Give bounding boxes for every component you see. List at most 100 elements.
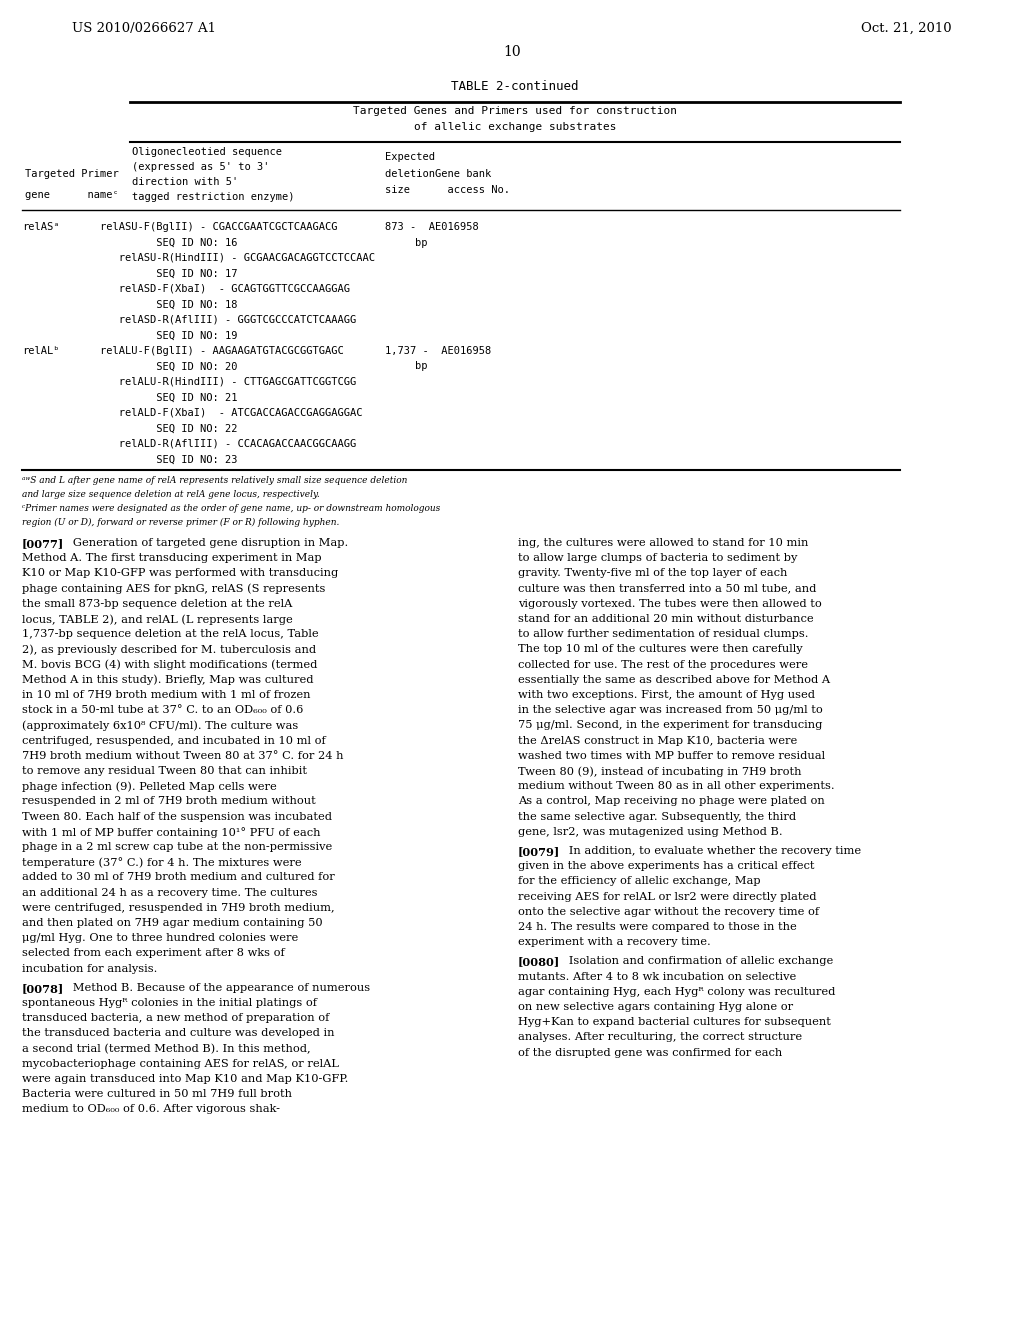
Text: phage containing AES for pknG, relAS (S represents: phage containing AES for pknG, relAS (S … [22,583,326,594]
Text: tagged restriction enzyme): tagged restriction enzyme) [132,191,295,202]
Text: gene, lsr2, was mutagenized using Method B.: gene, lsr2, was mutagenized using Method… [518,826,782,837]
Text: US 2010/0266627 A1: US 2010/0266627 A1 [72,22,216,36]
Text: Bacteria were cultured in 50 ml 7H9 full broth: Bacteria were cultured in 50 ml 7H9 full… [22,1089,292,1100]
Text: and large size sequence deletion at relA gene locus, respectively.: and large size sequence deletion at relA… [22,490,319,499]
Text: region (U or D), forward or reverse primer (F or R) following hyphen.: region (U or D), forward or reverse prim… [22,517,339,527]
Text: relASU-R(HindIII) - GCGAACGACAGGTCCTCCAAC: relASU-R(HindIII) - GCGAACGACAGGTCCTCCAA… [100,253,375,263]
Text: size      access No.: size access No. [385,185,510,195]
Text: on new selective agars containing Hyg alone or: on new selective agars containing Hyg al… [518,1002,794,1012]
Text: to allow further sedimentation of residual clumps.: to allow further sedimentation of residu… [518,630,809,639]
Text: culture was then transferred into a 50 ml tube, and: culture was then transferred into a 50 m… [518,583,816,594]
Text: gene      nameᶜ: gene nameᶜ [25,190,119,201]
Text: relALD-F(XbaI)  - ATCGACCAGACCGAGGAGGAC: relALD-F(XbaI) - ATCGACCAGACCGAGGAGGAC [100,408,362,418]
Text: to remove any residual Tween 80 that can inhibit: to remove any residual Tween 80 that can… [22,766,307,776]
Text: 24 h. The results were compared to those in the: 24 h. The results were compared to those… [518,921,797,932]
Text: experiment with a recovery time.: experiment with a recovery time. [518,937,711,948]
Text: Μ. bovis BCG (4) with slight modifications (termed: Μ. bovis BCG (4) with slight modificatio… [22,660,317,671]
Text: washed two times with MP buffer to remove residual: washed two times with MP buffer to remov… [518,751,825,760]
Text: in the selective agar was increased from 50 μg/ml to: in the selective agar was increased from… [518,705,822,715]
Text: SEQ ID NO: 23: SEQ ID NO: 23 [100,454,238,465]
Text: mycobacteriophage containing AES for relAS, or relAL: mycobacteriophage containing AES for rel… [22,1059,339,1069]
Text: relASᵃ: relASᵃ [22,222,59,232]
Text: added to 30 ml of 7H9 broth medium and cultured for: added to 30 ml of 7H9 broth medium and c… [22,873,335,882]
Text: stock in a 50-ml tube at 37° C. to an OD₆₀₀ of 0.6: stock in a 50-ml tube at 37° C. to an OD… [22,705,303,715]
Text: Tween 80. Each half of the suspension was incubated: Tween 80. Each half of the suspension wa… [22,812,332,821]
Text: transduced bacteria, a new method of preparation of: transduced bacteria, a new method of pre… [22,1014,330,1023]
Text: mutants. After 4 to 8 wk incubation on selective: mutants. After 4 to 8 wk incubation on s… [518,972,797,982]
Text: ing, the cultures were allowed to stand for 10 min: ing, the cultures were allowed to stand … [518,539,808,548]
Text: gravity. Twenty-five ml of the top layer of each: gravity. Twenty-five ml of the top layer… [518,569,787,578]
Text: and then plated on 7H9 agar medium containing 50: and then plated on 7H9 agar medium conta… [22,917,323,928]
Text: [0077]: [0077] [22,539,65,549]
Text: given in the above experiments has a critical effect: given in the above experiments has a cri… [518,861,814,871]
Text: relALU-F(BglII) - AAGAAGATGTACGCGGTGAGC: relALU-F(BglII) - AAGAAGATGTACGCGGTGAGC [100,346,344,356]
Text: Method B. Because of the appearance of numerous: Method B. Because of the appearance of n… [62,983,370,993]
Text: essentially the same as described above for Method A: essentially the same as described above … [518,675,830,685]
Text: spontaneous Hygᴿ colonies in the initial platings of: spontaneous Hygᴿ colonies in the initial… [22,998,317,1008]
Text: phage in a 2 ml screw cap tube at the non-permissive: phage in a 2 ml screw cap tube at the no… [22,842,332,851]
Text: relASD-F(XbaI)  - GCAGTGGTTCGCCAAGGAG: relASD-F(XbaI) - GCAGTGGTTCGCCAAGGAG [100,284,350,294]
Text: 10: 10 [503,45,521,59]
Text: locus, TABLE 2), and relAL (L represents large: locus, TABLE 2), and relAL (L represents… [22,614,293,624]
Text: As a control, Map receiving no phage were plated on: As a control, Map receiving no phage wer… [518,796,824,807]
Text: SEQ ID NO: 18: SEQ ID NO: 18 [100,300,238,309]
Text: Method A in this study). Briefly, Map was cultured: Method A in this study). Briefly, Map wa… [22,675,313,685]
Text: phage infection (9). Pelleted Map cells were: phage infection (9). Pelleted Map cells … [22,781,276,792]
Text: with two exceptions. First, the amount of Hyg used: with two exceptions. First, the amount o… [518,690,815,700]
Text: the transduced bacteria and culture was developed in: the transduced bacteria and culture was … [22,1028,335,1039]
Text: in 10 ml of 7H9 broth medium with 1 ml of frozen: in 10 ml of 7H9 broth medium with 1 ml o… [22,690,310,700]
Text: 75 μg/ml. Second, in the experiment for transducing: 75 μg/ml. Second, in the experiment for … [518,721,822,730]
Text: relASU-F(BglII) - CGACCGAATCGCTCAAGACG: relASU-F(BglII) - CGACCGAATCGCTCAAGACG [100,222,338,232]
Text: Hyg+Kan to expand bacterial cultures for subsequent: Hyg+Kan to expand bacterial cultures for… [518,1018,830,1027]
Text: SEQ ID NO: 19: SEQ ID NO: 19 [100,330,238,341]
Text: stand for an additional 20 min without disturbance: stand for an additional 20 min without d… [518,614,814,624]
Text: centrifuged, resuspended, and incubated in 10 ml of: centrifuged, resuspended, and incubated … [22,735,326,746]
Text: [0080]: [0080] [518,957,560,968]
Text: incubation for analysis.: incubation for analysis. [22,964,158,974]
Text: agar containing Hyg, each Hygᴿ colony was recultured: agar containing Hyg, each Hygᴿ colony wa… [518,987,836,997]
Text: receiving AES for relAL or lsr2 were directly plated: receiving AES for relAL or lsr2 were dir… [518,891,816,902]
Text: relASD-R(AflIII) - GGGTCGCCCATCTCAAAGG: relASD-R(AflIII) - GGGTCGCCCATCTCAAAGG [100,315,356,325]
Text: SEQ ID NO: 22: SEQ ID NO: 22 [100,424,238,433]
Text: ᵃʷS and L after gene name of relA represents relatively small size sequence dele: ᵃʷS and L after gene name of relA repres… [22,477,408,484]
Text: were centrifuged, resuspended in 7H9 broth medium,: were centrifuged, resuspended in 7H9 bro… [22,903,335,913]
Text: Oligonecleotied sequence: Oligonecleotied sequence [132,147,282,157]
Text: Isolation and confirmation of allelic exchange: Isolation and confirmation of allelic ex… [558,957,834,966]
Text: onto the selective agar without the recovery time of: onto the selective agar without the reco… [518,907,819,917]
Text: Oct. 21, 2010: Oct. 21, 2010 [861,22,952,36]
Text: 2), as previously described for Μ. tuberculosis and: 2), as previously described for Μ. tuber… [22,644,316,655]
Text: Method A. The first transducing experiment in Map: Method A. The first transducing experime… [22,553,322,564]
Text: the same selective agar. Subsequently, the third: the same selective agar. Subsequently, t… [518,812,796,821]
Text: 7H9 broth medium without Tween 80 at 37° C. for 24 h: 7H9 broth medium without Tween 80 at 37°… [22,751,343,760]
Text: relALU-R(HindIII) - CTTGAGCGATTCGGTCGG: relALU-R(HindIII) - CTTGAGCGATTCGGTCGG [100,378,356,387]
Text: with 1 ml of MP buffer containing 10¹° PFU of each: with 1 ml of MP buffer containing 10¹° P… [22,826,321,838]
Text: medium to OD₆₀₀ of 0.6. After vigorous shak-: medium to OD₆₀₀ of 0.6. After vigorous s… [22,1105,280,1114]
Text: K10 or Map K10-GFP was performed with transducing: K10 or Map K10-GFP was performed with tr… [22,569,338,578]
Text: relALD-R(AflIII) - CCACAGACCAACGGCAAGG: relALD-R(AflIII) - CCACAGACCAACGGCAAGG [100,440,356,449]
Text: Tween 80 (9), instead of incubating in 7H9 broth: Tween 80 (9), instead of incubating in 7… [518,766,802,776]
Text: resuspended in 2 ml of 7H9 broth medium without: resuspended in 2 ml of 7H9 broth medium … [22,796,315,807]
Text: medium without Tween 80 as in all other experiments.: medium without Tween 80 as in all other … [518,781,835,791]
Text: [0078]: [0078] [22,983,65,994]
Text: vigorously vortexed. The tubes were then allowed to: vigorously vortexed. The tubes were then… [518,599,821,609]
Text: Generation of targeted gene disruption in Map.: Generation of targeted gene disruption i… [62,539,348,548]
Text: direction with 5': direction with 5' [132,177,239,187]
Text: Targeted Primer: Targeted Primer [25,169,119,180]
Text: μg/ml Hyg. One to three hundred colonies were: μg/ml Hyg. One to three hundred colonies… [22,933,298,944]
Text: collected for use. The rest of the procedures were: collected for use. The rest of the proce… [518,660,808,669]
Text: were again transduced into Map K10 and Map K10-GFP.: were again transduced into Map K10 and M… [22,1074,348,1084]
Text: 1,737-bp sequence deletion at the relA locus, Table: 1,737-bp sequence deletion at the relA l… [22,630,318,639]
Text: (expressed as 5' to 3': (expressed as 5' to 3' [132,162,269,173]
Text: 1,737 -  AE016958: 1,737 - AE016958 [385,346,492,356]
Text: SEQ ID NO: 21: SEQ ID NO: 21 [100,392,238,403]
Text: [0079]: [0079] [518,846,560,857]
Text: The top 10 ml of the cultures were then carefully: The top 10 ml of the cultures were then … [518,644,803,655]
Text: Expected: Expected [385,152,435,162]
Text: for the efficiency of allelic exchange, Map: for the efficiency of allelic exchange, … [518,876,761,887]
Text: to allow large clumps of bacteria to sediment by: to allow large clumps of bacteria to sed… [518,553,798,564]
Text: Targeted Genes and Primers used for construction: Targeted Genes and Primers used for cons… [353,106,677,116]
Text: ᶜPrimer names were designated as the order of gene name, up- or downstream homol: ᶜPrimer names were designated as the ord… [22,504,440,513]
Text: 873 -  AE016958: 873 - AE016958 [385,222,479,232]
Text: an additional 24 h as a recovery time. The cultures: an additional 24 h as a recovery time. T… [22,887,317,898]
Text: In addition, to evaluate whether the recovery time: In addition, to evaluate whether the rec… [558,846,861,855]
